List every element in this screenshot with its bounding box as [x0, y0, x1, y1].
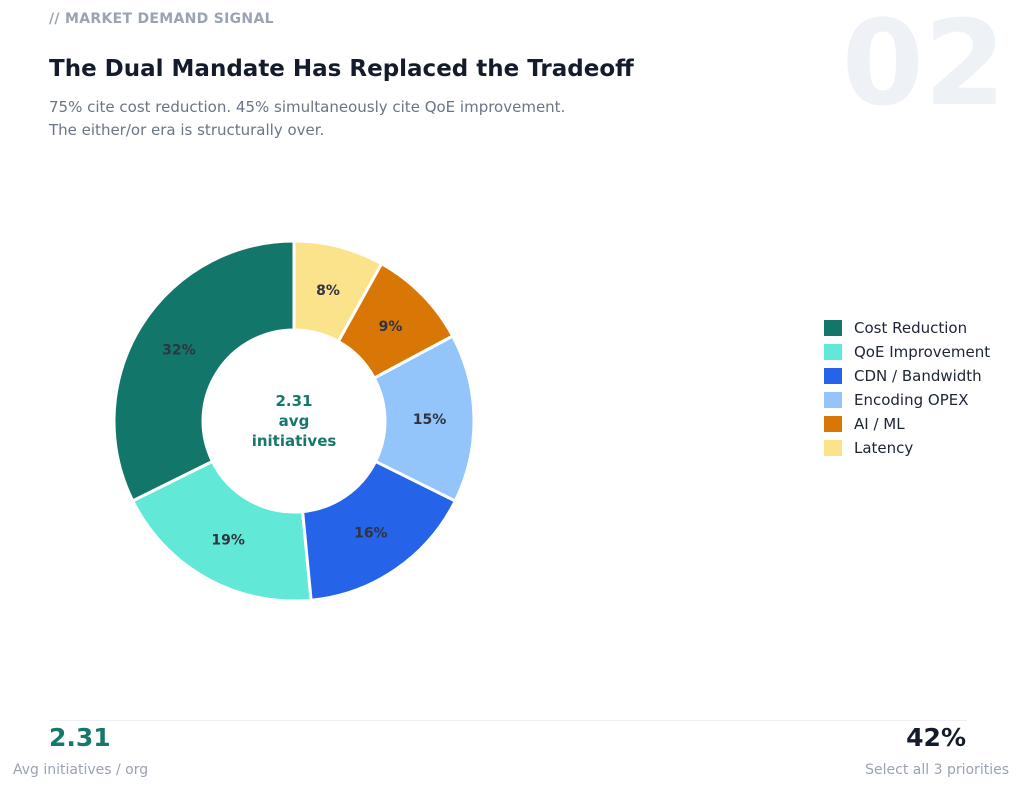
subtitle-line-1: 75% cite cost reduction. 45% simultaneou… — [49, 98, 566, 116]
avg-initiatives-label: Avg initiatives / org — [13, 762, 149, 778]
slice-label-encoding-opex: 15% — [413, 412, 447, 428]
slice-qoe-improvement — [130, 459, 313, 603]
slice-label-latency: 8% — [316, 283, 340, 299]
eyebrow-label: // MARKET DEMAND SIGNAL — [49, 11, 274, 27]
subtitle-line-2: The either/or era is structurally over. — [49, 121, 325, 139]
slice-label-qoe-improvement: 19% — [211, 532, 245, 548]
legend-swatch — [824, 440, 842, 456]
center-label-line-2: avg — [279, 412, 310, 430]
slide-number: 02 — [841, 0, 1006, 132]
slice-cdn-bandwidth — [301, 459, 458, 602]
legend-swatch — [824, 392, 842, 408]
chart-legend: Cost Reduction QoE Improvement CDN / Bandw… — [824, 316, 990, 460]
legend-swatch — [824, 416, 842, 432]
donut-center-label: 2.31 avg initiatives — [252, 392, 337, 450]
donut-chart: 32% 19% 16% 15% 9% 8% 2.31 avg initiatives — [112, 239, 476, 603]
legend-item-qoe-improvement: QoE Improvement — [824, 340, 990, 364]
center-label-line-1: 2.31 — [275, 392, 312, 410]
legend-swatch — [824, 320, 842, 336]
legend-label: QoE Improvement — [854, 343, 991, 361]
slice-label-ai-ml: 9% — [379, 319, 403, 335]
legend-label: Latency — [854, 439, 914, 457]
donut-slice-labels: 32% 19% 16% 15% 9% 8% — [162, 283, 446, 549]
center-label-line-3: initiatives — [252, 432, 337, 450]
legend-item-ai-ml: AI / ML — [824, 412, 990, 436]
legend-item-latency: Latency — [824, 436, 990, 460]
legend-label: Cost Reduction — [854, 319, 968, 337]
legend-item-cost-reduction: Cost Reduction — [824, 316, 990, 340]
all-priorities-label: Select all 3 priorities — [865, 762, 1009, 778]
slice-cost-reduction — [112, 239, 296, 503]
legend-label: AI / ML — [854, 415, 905, 433]
legend-label: CDN / Bandwidth — [854, 367, 982, 385]
footer-divider — [49, 720, 967, 721]
legend-swatch — [824, 344, 842, 360]
slice-latency — [292, 239, 384, 344]
donut-slices — [112, 239, 476, 603]
legend-item-encoding-opex: Encoding OPEX — [824, 388, 990, 412]
legend-item-cdn-bandwidth: CDN / Bandwidth — [824, 364, 990, 388]
page-title: The Dual Mandate Has Replaced the Tradeo… — [49, 56, 634, 82]
page-subtitle: 75% cite cost reduction. 45% simultaneou… — [49, 96, 565, 142]
avg-initiatives-value: 2.31 — [49, 723, 111, 752]
slice-label-cdn-bandwidth: 16% — [354, 526, 388, 542]
slice-label-cost-reduction: 32% — [162, 343, 196, 359]
slice-encoding-opex — [372, 333, 476, 503]
all-priorities-value: 42% — [906, 723, 966, 752]
legend-swatch — [824, 368, 842, 384]
legend-label: Encoding OPEX — [854, 391, 969, 409]
